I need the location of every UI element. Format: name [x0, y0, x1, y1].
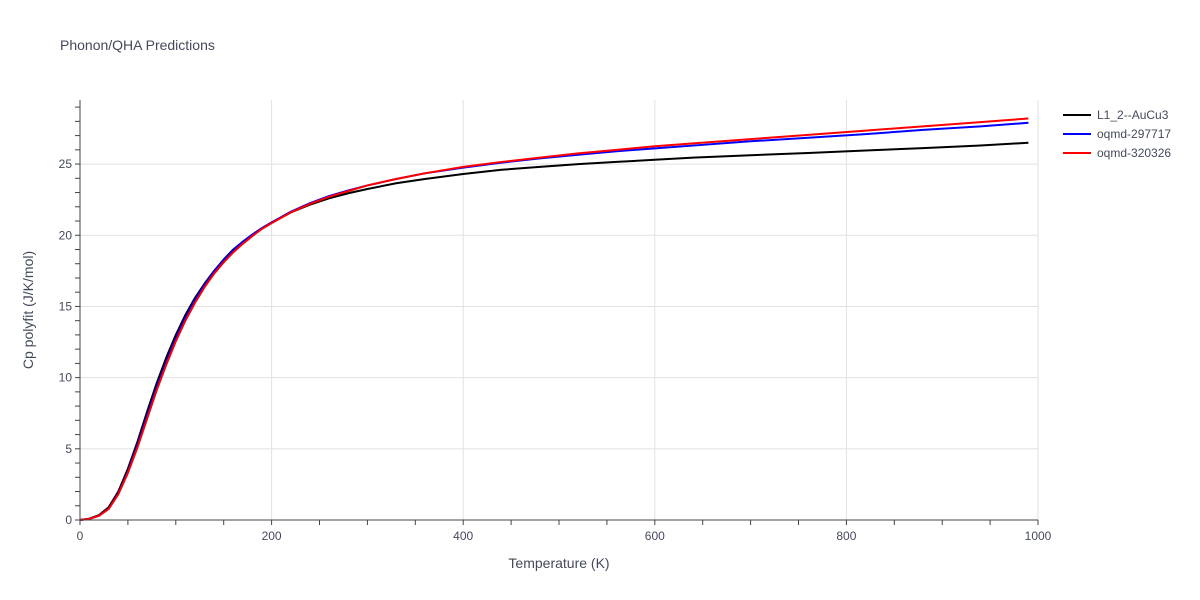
y-tick-label: 0 [65, 513, 72, 527]
x-tick-label: 0 [77, 529, 84, 543]
legend-item[interactable]: L1_2--AuCu3 [1063, 108, 1169, 122]
series-line-oqmd-320326 [79, 117, 1029, 521]
y-tick-label: 5 [65, 442, 72, 456]
axes [75, 100, 1039, 525]
legend-item[interactable]: oqmd-320326 [1063, 146, 1171, 160]
series-layer [79, 117, 1029, 521]
chart-title: Phonon/QHA Predictions [60, 37, 215, 53]
x-axis-title: Temperature (K) [508, 555, 609, 571]
x-tick-label: 1000 [1025, 529, 1052, 543]
legend-label: oqmd-320326 [1097, 146, 1171, 160]
y-tick-label: 20 [59, 228, 73, 242]
grid [80, 100, 1039, 520]
y-tick-label: 15 [59, 299, 73, 313]
legend-label: oqmd-297717 [1097, 127, 1171, 141]
series-line-L1_2--AuCu3 [79, 141, 1029, 521]
y-axis-title: Cp polyfit (J/K/mol) [20, 251, 36, 369]
y-tick-label: 10 [59, 371, 73, 385]
y-tick-label: 25 [59, 157, 73, 171]
series-line-oqmd-297717 [79, 121, 1029, 521]
y-tick-labels: 0 5 10 15 20 25 [59, 157, 73, 527]
x-tick-label: 600 [645, 529, 665, 543]
legend: L1_2--AuCu3 oqmd-297717 oqmd-320326 [1063, 108, 1171, 160]
legend-label: L1_2--AuCu3 [1097, 108, 1169, 122]
x-tick-label: 200 [262, 529, 282, 543]
x-tick-label: 800 [836, 529, 856, 543]
legend-item[interactable]: oqmd-297717 [1063, 127, 1171, 141]
x-tick-labels: 0 200 400 600 800 1000 [77, 529, 1052, 543]
x-tick-label: 400 [453, 529, 473, 543]
